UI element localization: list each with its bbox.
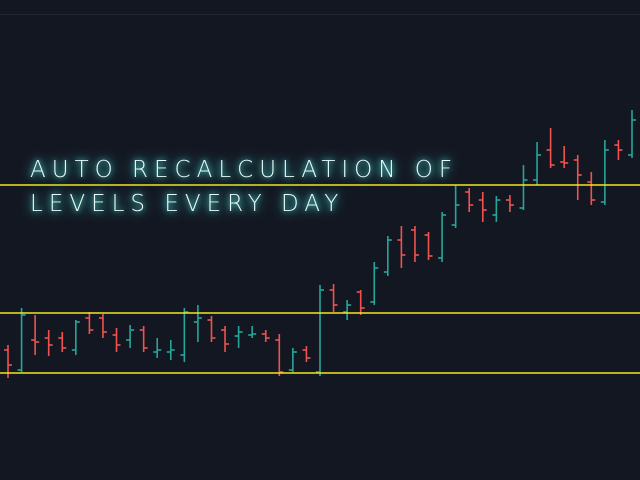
chart-title: AUTO RECALCULATION OF — [30, 157, 458, 183]
levels — [0, 184, 640, 374]
chart-title: LEVELS EVERY DAY — [30, 191, 344, 217]
bars — [4, 110, 636, 378]
